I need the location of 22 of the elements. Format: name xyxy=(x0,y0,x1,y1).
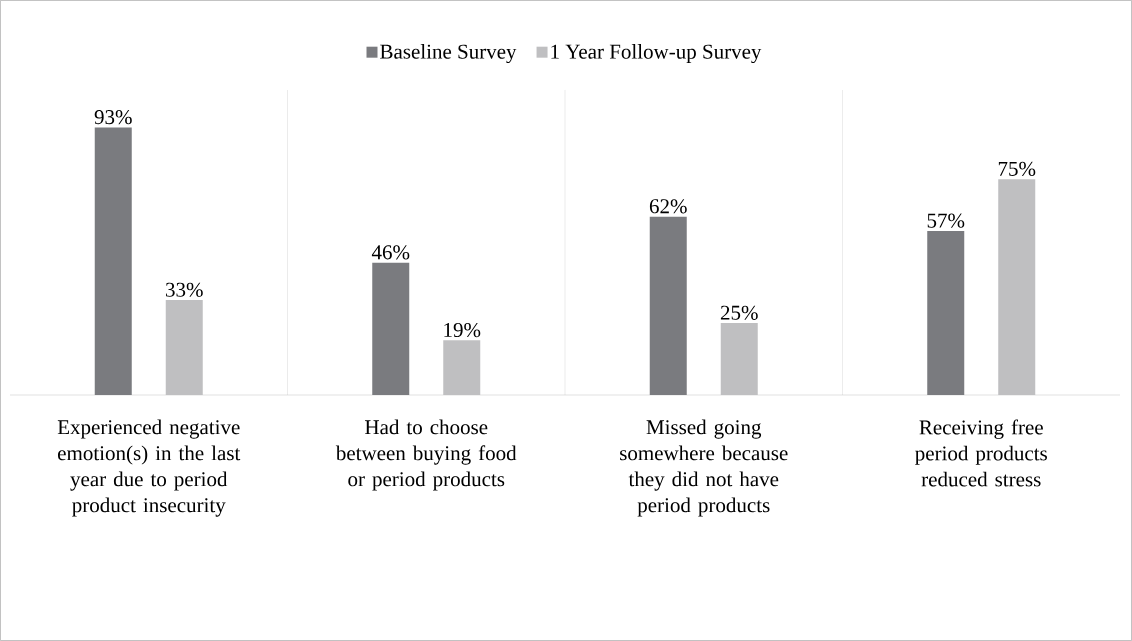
bar xyxy=(998,179,1036,395)
bar xyxy=(927,231,965,395)
x-tick-label: Missed going somewhere because they did not have period products xyxy=(620,419,788,517)
bar xyxy=(372,262,410,395)
bar xyxy=(720,323,758,395)
legend-label: 1 Year Follow-up Survey xyxy=(551,43,762,64)
data-label: 33% xyxy=(166,282,203,297)
data-label: 25% xyxy=(720,305,758,320)
data-label: 57% xyxy=(927,213,965,228)
x-tick-label: Receiving free period products reduced stress xyxy=(915,419,1047,487)
x-tick-label: Had to choose between buying food or period products xyxy=(335,419,517,491)
legend-label: Baseline Survey xyxy=(380,43,517,64)
bar xyxy=(94,127,132,395)
bar xyxy=(443,340,481,395)
x-tick-label: Experienced negative emotion(s) in the last year due to period product insecurity xyxy=(57,419,241,517)
bar xyxy=(649,216,687,395)
data-label: 93% xyxy=(94,110,132,125)
bar xyxy=(165,300,203,395)
data-label: 46% xyxy=(371,245,410,260)
data-label: 75% xyxy=(998,161,1036,177)
data-label: 19% xyxy=(444,322,481,338)
data-label: 62% xyxy=(649,199,687,214)
